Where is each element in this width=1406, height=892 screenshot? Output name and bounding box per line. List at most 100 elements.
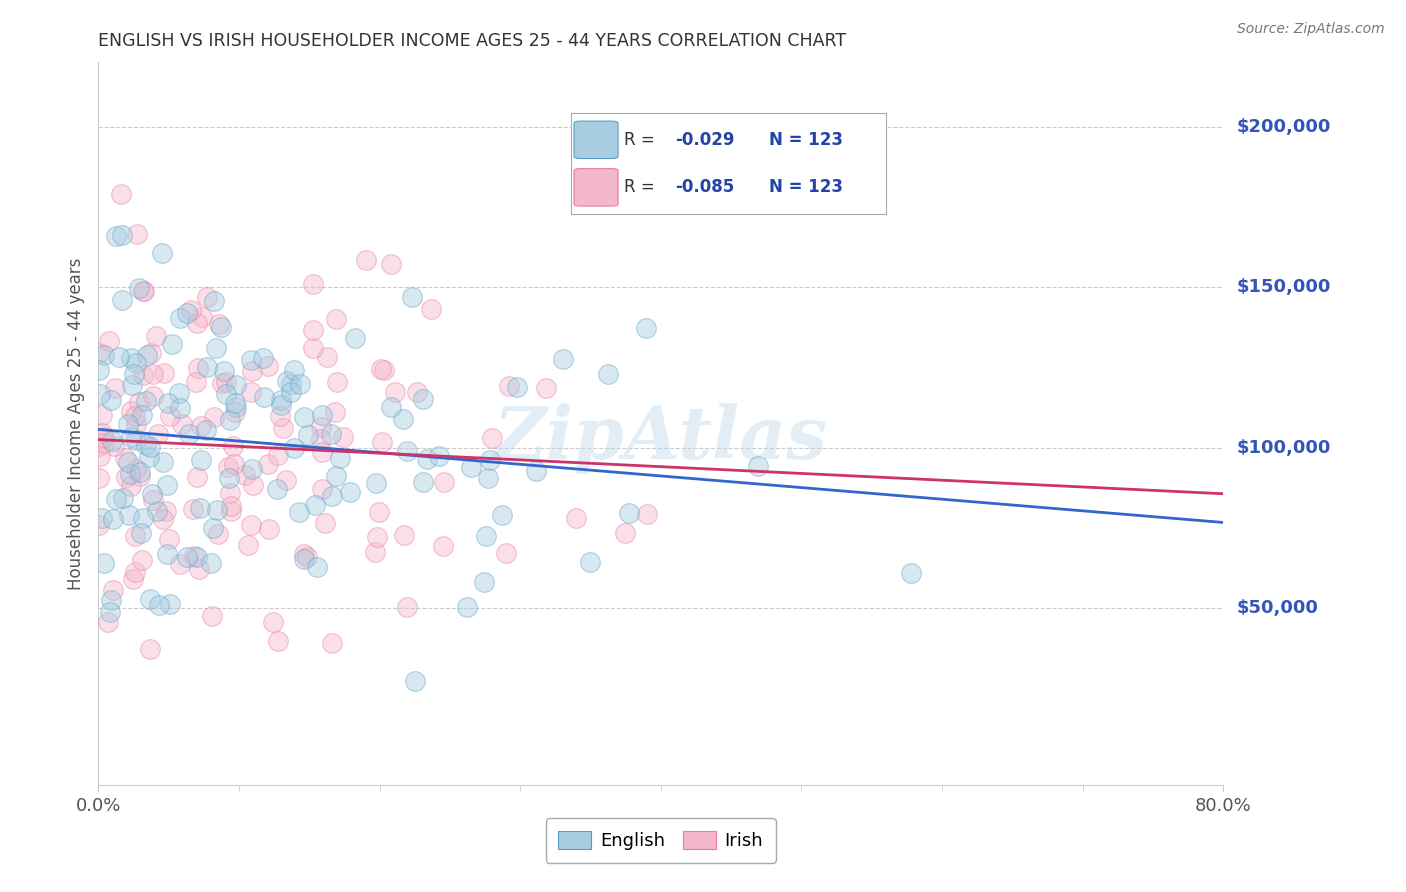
Point: [180, 302, 202, 317]
Point: [323, 405, 346, 419]
Point: [87, 471, 110, 485]
Point: [139, 345, 162, 359]
Point: [145, 329, 167, 343]
Point: [280, 377, 302, 392]
Point: [208, 317, 231, 331]
Point: [155, 503, 177, 517]
Point: [202, 521, 225, 535]
Point: [155, 478, 177, 492]
Point: [553, 352, 575, 367]
Point: [270, 398, 292, 412]
Point: [131, 368, 153, 383]
Point: [356, 253, 378, 268]
Point: [124, 409, 146, 423]
Point: [142, 367, 165, 381]
Point: [87, 440, 110, 454]
Point: [89, 362, 111, 376]
Point: [111, 227, 134, 242]
Point: [188, 500, 211, 515]
Point: [427, 449, 450, 463]
Point: [433, 475, 456, 490]
Point: [188, 561, 211, 575]
Point: [311, 420, 333, 434]
Point: [131, 408, 153, 422]
Point: [339, 485, 361, 500]
Point: [477, 471, 499, 485]
Point: [321, 489, 343, 503]
Point: [239, 517, 262, 532]
Point: [159, 597, 181, 611]
Point: [195, 423, 218, 437]
Point: [233, 468, 256, 483]
Point: [87, 346, 110, 360]
Point: [135, 348, 157, 362]
Point: [311, 482, 333, 496]
Point: [93, 430, 115, 444]
Point: [222, 439, 245, 453]
Point: [495, 546, 517, 560]
Point: [156, 547, 179, 561]
Point: [396, 444, 419, 458]
Point: [326, 375, 349, 389]
Legend: English, Irish: English, Irish: [546, 818, 776, 863]
Point: [366, 530, 388, 544]
Point: [139, 592, 162, 607]
Point: [366, 475, 388, 490]
Point: [118, 508, 141, 523]
Point: [256, 457, 278, 471]
Point: [150, 245, 173, 260]
Point: [370, 362, 392, 376]
Point: [176, 306, 198, 320]
Point: [124, 529, 146, 543]
Point: [240, 461, 263, 475]
Point: [215, 387, 238, 401]
Point: [309, 432, 332, 446]
Point: [128, 281, 150, 295]
Point: [472, 575, 495, 590]
Point: [295, 549, 318, 564]
Point: [481, 431, 503, 445]
Point: [252, 351, 274, 365]
Point: [238, 539, 260, 553]
Point: [104, 492, 127, 507]
Point: [139, 641, 162, 656]
Point: [169, 558, 191, 572]
Point: [292, 547, 315, 561]
Point: [224, 405, 246, 419]
Point: [146, 427, 169, 442]
Y-axis label: Householder Income Ages 25 - 44 years: Householder Income Ages 25 - 44 years: [67, 258, 86, 590]
Point: [186, 549, 208, 564]
Point: [120, 479, 142, 493]
Point: [363, 544, 385, 558]
Point: [177, 426, 200, 441]
Point: [202, 293, 225, 308]
Point: [579, 555, 602, 569]
Point: [242, 364, 264, 378]
Point: [325, 312, 347, 326]
Point: [460, 460, 482, 475]
Point: [283, 363, 305, 377]
Point: [329, 451, 352, 466]
Point: [343, 331, 366, 345]
Point: [219, 412, 242, 426]
Point: [101, 511, 124, 525]
Text: Source: ZipAtlas.com: Source: ZipAtlas.com: [1237, 22, 1385, 37]
Point: [367, 505, 389, 519]
Point: [122, 368, 145, 382]
Point: [205, 503, 228, 517]
Text: ZipAtlas: ZipAtlas: [494, 402, 828, 474]
Point: [401, 290, 423, 304]
Point: [125, 461, 148, 475]
Point: [283, 442, 305, 456]
Point: [90, 408, 112, 422]
Point: [456, 599, 478, 614]
Point: [415, 452, 437, 467]
Point: [93, 436, 115, 450]
Point: [124, 565, 146, 579]
Point: [108, 350, 131, 364]
Point: [152, 454, 174, 468]
Point: [100, 605, 122, 619]
Point: [325, 469, 347, 483]
Point: [129, 469, 152, 483]
Point: [373, 363, 395, 377]
